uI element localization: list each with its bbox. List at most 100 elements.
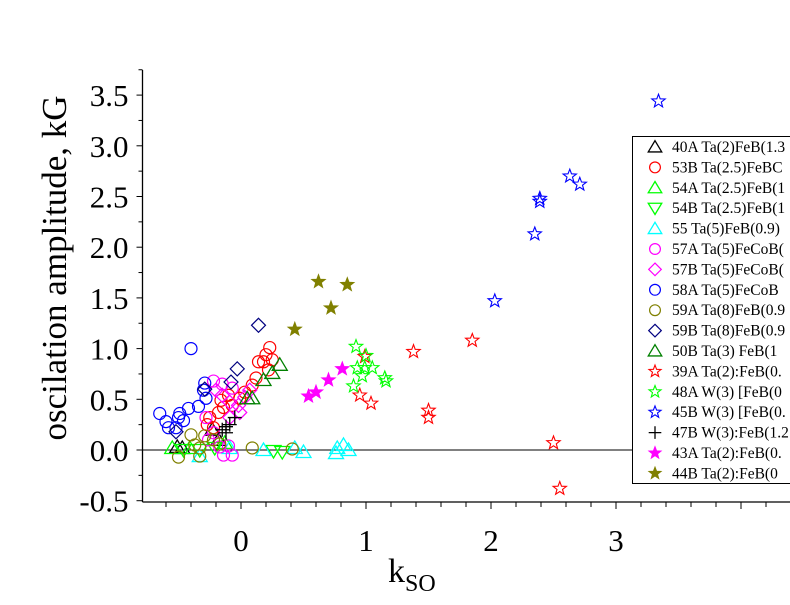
data-point — [159, 415, 173, 429]
legend-label: 40A Ta(2)FeB(1.3 — [672, 139, 785, 156]
legend-label: 48A W(3) [FeB(0 — [672, 384, 782, 401]
data-point — [357, 347, 375, 363]
series-10 — [238, 356, 289, 405]
y-tick-label: 2.0 — [90, 230, 129, 265]
series-16 — [286, 273, 356, 337]
data-point — [545, 434, 562, 450]
data-point — [176, 413, 191, 428]
data-point — [339, 441, 358, 457]
data-point — [345, 377, 362, 394]
data-point — [263, 364, 281, 380]
legend-marker-icon — [648, 426, 662, 439]
data-point — [193, 449, 207, 463]
data-point — [486, 292, 503, 308]
y-tick-label: -0.5 — [79, 484, 128, 519]
legend-item: 59B Ta(8)FeB(0.9 — [647, 323, 785, 340]
legend-item: 44B Ta(2):FeB(0 — [647, 465, 778, 482]
legend-label: 57A Ta(5)FeCoB( — [672, 241, 784, 258]
data-point — [241, 382, 258, 399]
legend-label: 57B Ta(5)FeCoB( — [672, 261, 784, 278]
data-point — [168, 423, 184, 440]
data-point — [526, 225, 543, 241]
series-14 — [215, 410, 242, 440]
data-point — [221, 388, 236, 402]
data-point — [405, 342, 422, 359]
y-tick-label: 0.0 — [90, 433, 129, 468]
legend-marker-icon — [647, 323, 663, 338]
data-point — [211, 405, 226, 420]
data-point — [193, 441, 207, 455]
data-point — [250, 317, 267, 334]
data-point — [420, 401, 437, 418]
data-point — [285, 442, 299, 456]
data-point — [191, 399, 206, 413]
data-point — [206, 374, 221, 388]
legend-marker-icon — [647, 383, 663, 399]
data-point — [161, 421, 176, 435]
data-point — [198, 429, 212, 443]
data-point — [199, 391, 213, 405]
x-axis-label: kSO — [388, 553, 436, 597]
legend-label: 54A Ta(2.5)FeB(1 — [672, 180, 785, 197]
data-point — [364, 359, 381, 375]
legend-item: 39A Ta(2):FeB(0. — [647, 363, 782, 380]
legend-marker-icon — [647, 262, 663, 277]
series-5 — [199, 374, 239, 462]
legend-label: 44B Ta(2):FeB(0 — [672, 465, 778, 482]
legend-item: 45B W(3) [FeB(0. — [647, 404, 786, 421]
legend-label: 45B W(3) [FeB(0. — [672, 404, 786, 421]
legend-marker-icon — [647, 180, 663, 194]
axes: -0.5 0.0 0.5 1.0 1.5 2.0 2.5 3.0 3.5 0 1 2 3 — [79, 69, 790, 558]
data-point — [349, 359, 366, 375]
data-point — [196, 381, 213, 398]
data-points — [153, 92, 667, 496]
data-point — [271, 356, 289, 371]
data-point — [214, 393, 228, 407]
data-point — [201, 433, 216, 447]
data-point — [354, 367, 371, 383]
data-point — [551, 479, 568, 496]
legend-marker-icon — [648, 161, 661, 174]
legend-marker-icon — [648, 243, 661, 256]
series-7 — [153, 342, 213, 435]
data-point — [464, 331, 481, 348]
legend-label: 39A Ta(2):FeB(0. — [672, 363, 782, 380]
data-point — [310, 273, 327, 289]
series-8 — [171, 428, 299, 464]
data-point — [420, 409, 437, 425]
data-point — [168, 438, 186, 454]
y-tick-label: 0.5 — [90, 382, 129, 417]
data-point — [163, 439, 181, 455]
data-point — [225, 381, 239, 395]
legend-label: 54B Ta(2.5)FeB(1 — [672, 200, 785, 217]
data-point — [173, 406, 187, 421]
data-point — [263, 340, 277, 355]
legend-marker-icon — [647, 202, 663, 216]
series-11 — [351, 331, 568, 496]
data-point — [531, 189, 548, 206]
legend-marker-icon — [647, 465, 663, 480]
data-point — [184, 342, 198, 356]
data-point — [245, 441, 259, 455]
legend-item: 59A Ta(8)FeB(0.9 — [648, 302, 785, 319]
legend-item: 47B W(3):FeB(1.2 — [648, 425, 789, 442]
data-point — [307, 383, 325, 400]
data-point — [229, 361, 246, 377]
series-6 — [208, 382, 258, 426]
data-point — [169, 421, 183, 435]
legend-label: 59B Ta(8)FeB(0.9 — [672, 323, 785, 340]
legend-marker-icon — [648, 283, 661, 296]
x-tick-label: 0 — [233, 523, 249, 558]
data-point — [171, 450, 186, 464]
legend-marker-icon — [647, 221, 663, 235]
data-point — [153, 406, 167, 421]
series-9 — [168, 317, 267, 440]
data-point — [650, 92, 667, 109]
data-point — [571, 175, 588, 192]
data-point — [362, 394, 380, 411]
data-point — [294, 443, 313, 459]
data-point — [198, 376, 212, 390]
y-tick-label: 3.5 — [90, 78, 129, 113]
data-point — [254, 371, 273, 387]
